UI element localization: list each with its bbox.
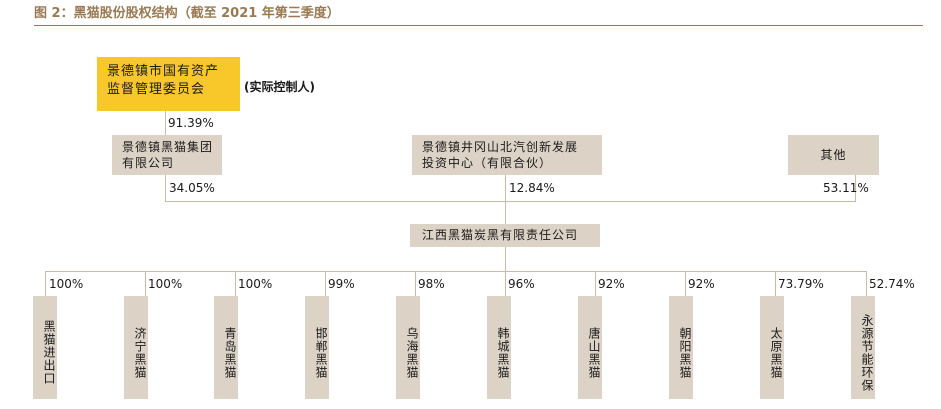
subsidiary-box: 济宁黑猫 bbox=[124, 296, 148, 399]
subsidiary-pct: 98% bbox=[418, 277, 445, 291]
controller-label: (实际控制人) bbox=[244, 80, 315, 94]
shareholder-others: 其他 bbox=[788, 135, 879, 175]
connector-others-down bbox=[855, 175, 856, 202]
shareholder-name-line2: 有限公司 bbox=[122, 156, 175, 170]
connector-subsidiary-drop bbox=[415, 271, 416, 296]
subsidiary-pct: 92% bbox=[688, 277, 715, 291]
subsidiary-box: 太原黑猫 bbox=[760, 296, 784, 399]
shareholder-pct: 34.05% bbox=[169, 181, 215, 195]
shareholder-name-line1: 景德镇黑猫集团 bbox=[122, 140, 214, 154]
title-rule bbox=[34, 25, 923, 26]
subsidiary-pct: 52.74% bbox=[869, 277, 915, 291]
subsidiary-box: 唐山黑猫 bbox=[578, 296, 602, 399]
shareholder-name-line2: 投资中心（有限合伙） bbox=[422, 156, 553, 170]
shareholder-name-line1: 其他 bbox=[820, 148, 847, 162]
connector-subsidiary-drop bbox=[595, 271, 596, 296]
shareholder-black-cat-group: 景德镇黑猫集团 有限公司 bbox=[112, 135, 222, 175]
connector-subsidiary-drop bbox=[775, 271, 776, 296]
connector-subsidiary-drop bbox=[505, 271, 506, 296]
subsidiary-pct: 96% bbox=[508, 277, 535, 291]
subsidiary-box: 乌海黑猫 bbox=[396, 296, 420, 399]
connector-subsidiaries-horizontal bbox=[45, 271, 867, 272]
connector-subsidiary-drop bbox=[45, 271, 46, 296]
subsidiary-box: 邯郸黑猫 bbox=[305, 296, 329, 399]
connector-shareholders-horizontal bbox=[165, 201, 856, 202]
subsidiary-pct: 73.79% bbox=[778, 277, 824, 291]
subsidiary-pct: 100% bbox=[238, 277, 273, 291]
controller-name-line2: 监督管理委员会 bbox=[107, 82, 206, 97]
controller-name-line1: 景德镇市国有资产 bbox=[107, 64, 220, 79]
connector-subsidiary-drop bbox=[685, 271, 686, 296]
company-box: 江西黑猫炭黑有限责任公司 bbox=[410, 224, 600, 247]
subsidiary-box: 朝阳黑猫 bbox=[669, 296, 693, 399]
subsidiary-box: 青岛黑猫 bbox=[214, 296, 238, 399]
subsidiary-pct: 99% bbox=[328, 277, 355, 291]
shareholder-jinggangshan-fund: 景德镇井冈山北汽创新发展 投资中心（有限合伙） bbox=[412, 135, 602, 175]
connector-group-down bbox=[165, 175, 166, 202]
subsidiary-box: 黑猫进出口 bbox=[33, 296, 57, 399]
connector-controller-to-group bbox=[165, 111, 166, 136]
connector-subsidiary-drop bbox=[325, 271, 326, 296]
shareholder-pct: 12.84% bbox=[509, 181, 555, 195]
subsidiary-pct: 100% bbox=[49, 277, 84, 291]
connector-subsidiary-drop bbox=[235, 271, 236, 296]
subsidiary-pct: 92% bbox=[598, 277, 625, 291]
subsidiary-box: 永源节能环保 bbox=[851, 296, 875, 399]
connector-investment-down bbox=[505, 175, 506, 225]
controller-pct: 91.39% bbox=[168, 116, 214, 130]
figure-title: 图 2：黑猫股份股权结构（截至 2021 年第三季度） bbox=[34, 6, 340, 21]
connector-subsidiary-drop bbox=[145, 271, 146, 296]
shareholder-pct: 53.11% bbox=[823, 181, 869, 195]
subsidiary-pct: 100% bbox=[148, 277, 183, 291]
shareholder-name-line1: 景德镇井冈山北汽创新发展 bbox=[422, 140, 579, 154]
connector-subsidiary-drop bbox=[866, 271, 867, 296]
controller-box: 景德镇市国有资产 监督管理委员会 bbox=[97, 57, 240, 111]
company-name: 江西黑猫炭黑有限责任公司 bbox=[422, 228, 579, 242]
subsidiary-box: 韩城黑猫 bbox=[487, 296, 511, 399]
connector-company-down bbox=[505, 246, 506, 272]
